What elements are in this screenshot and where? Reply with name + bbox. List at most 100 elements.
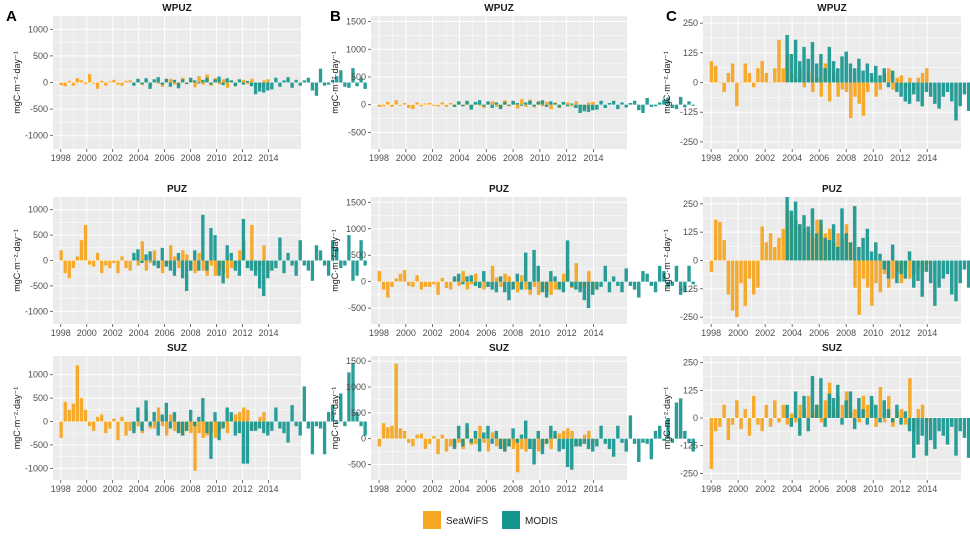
- bar-modis: [578, 281, 582, 293]
- bar-seawifs: [524, 104, 528, 107]
- bar-seawifs: [570, 104, 574, 107]
- bar-modis: [607, 438, 612, 449]
- bar-seawifs: [887, 68, 891, 83]
- bar-modis: [831, 224, 836, 261]
- y-axis-title: mgC·m⁻²·day⁻¹: [330, 387, 340, 450]
- bar-seawifs: [266, 79, 270, 83]
- y-tick-label: 1500: [346, 356, 366, 366]
- bar-modis: [314, 421, 319, 427]
- bar-modis: [852, 418, 857, 430]
- bar-modis: [941, 260, 946, 279]
- bar-seawifs: [499, 281, 503, 287]
- bar-modis: [611, 438, 616, 457]
- bar-modis: [624, 268, 628, 282]
- bar-seawifs: [713, 219, 718, 261]
- bar-seawifs: [781, 404, 785, 418]
- bar-modis: [201, 398, 205, 422]
- bar-seawifs: [768, 82, 773, 83]
- bar-seawifs: [407, 281, 411, 286]
- bar-seawifs: [238, 250, 242, 261]
- bar-modis: [156, 421, 160, 436]
- bar-modis: [958, 260, 962, 284]
- bar-seawifs: [398, 273, 403, 282]
- bar-seawifs: [402, 270, 407, 282]
- bar-modis: [213, 79, 217, 83]
- bar-modis: [498, 438, 503, 449]
- bar-modis: [294, 260, 298, 276]
- bar-modis: [869, 395, 874, 418]
- bar-seawifs: [587, 271, 591, 282]
- bar-modis: [494, 430, 499, 439]
- y-tick-label: 0: [43, 78, 48, 88]
- bar-seawifs: [553, 281, 558, 290]
- bar-modis: [213, 235, 217, 261]
- y-axis-title: mgC·m⁻²·day⁻¹: [662, 229, 672, 292]
- bar-seawifs: [756, 68, 760, 83]
- bar-seawifs: [407, 438, 411, 443]
- bar-modis: [229, 80, 233, 83]
- legend: SeaWiFS MODIS: [423, 511, 558, 529]
- bar-modis: [503, 101, 507, 105]
- bar-modis: [302, 80, 306, 83]
- bar-seawifs: [169, 78, 173, 83]
- bar-modis: [237, 421, 242, 434]
- x-tick-label: 2002: [103, 328, 123, 338]
- x-tick-label: 2012: [557, 328, 577, 338]
- bar-seawifs: [87, 260, 92, 265]
- bar-seawifs: [71, 403, 75, 422]
- bar-modis: [966, 82, 970, 111]
- bar-modis: [132, 421, 136, 434]
- bar-modis: [565, 240, 570, 282]
- bar-modis: [674, 265, 679, 282]
- y-tick-label: 500: [351, 408, 366, 418]
- bar-seawifs: [789, 413, 794, 418]
- bar-modis: [486, 425, 490, 439]
- bar-seawifs: [536, 281, 541, 295]
- y-tick-label: -250: [680, 468, 698, 478]
- bar-modis: [290, 405, 294, 422]
- bar-seawifs: [760, 418, 764, 432]
- bar-modis: [363, 421, 367, 436]
- bar-modis: [641, 104, 645, 113]
- bar-modis: [205, 77, 209, 83]
- bar-modis: [785, 35, 789, 83]
- x-tick-label: 2012: [233, 328, 253, 338]
- bar-modis: [937, 418, 941, 432]
- bar-seawifs: [229, 260, 234, 269]
- bar-modis: [599, 281, 603, 287]
- bar-seawifs: [920, 73, 925, 83]
- bar-modis: [339, 393, 343, 422]
- bar-seawifs: [857, 260, 861, 315]
- y-tick-label: 1000: [28, 370, 48, 380]
- bar-modis: [793, 391, 798, 418]
- bar-modis: [861, 70, 865, 83]
- bar-seawifs: [242, 79, 246, 83]
- bar-modis: [565, 104, 570, 107]
- x-tick-label: 2000: [396, 484, 416, 494]
- bar-seawifs: [136, 260, 140, 266]
- bar-modis: [326, 82, 331, 85]
- bar-modis: [482, 104, 486, 107]
- y-tick-label: 1000: [28, 24, 48, 34]
- bar-seawifs: [423, 103, 428, 105]
- y-tick-label: -500: [348, 127, 366, 137]
- x-tick-label: 2010: [530, 484, 550, 494]
- bar-seawifs: [136, 421, 140, 427]
- bar-seawifs: [853, 82, 857, 97]
- bar-seawifs: [140, 241, 144, 261]
- bar-modis: [924, 260, 929, 272]
- x-tick-label: 1998: [369, 328, 389, 338]
- bar-seawifs: [160, 260, 165, 274]
- bar-seawifs: [262, 412, 266, 422]
- bar-seawifs: [557, 433, 562, 439]
- y-tick-label: 1000: [346, 44, 366, 54]
- x-tick-label: 2014: [917, 484, 937, 494]
- bar-seawifs: [916, 409, 921, 418]
- bar-seawifs: [903, 418, 908, 425]
- bar-seawifs: [920, 404, 925, 418]
- bar-modis: [473, 101, 478, 105]
- bar-modis: [544, 281, 549, 298]
- bar-seawifs: [419, 104, 424, 107]
- legend-key-seawifs: [423, 511, 441, 529]
- y-tick-label: -125: [680, 441, 698, 451]
